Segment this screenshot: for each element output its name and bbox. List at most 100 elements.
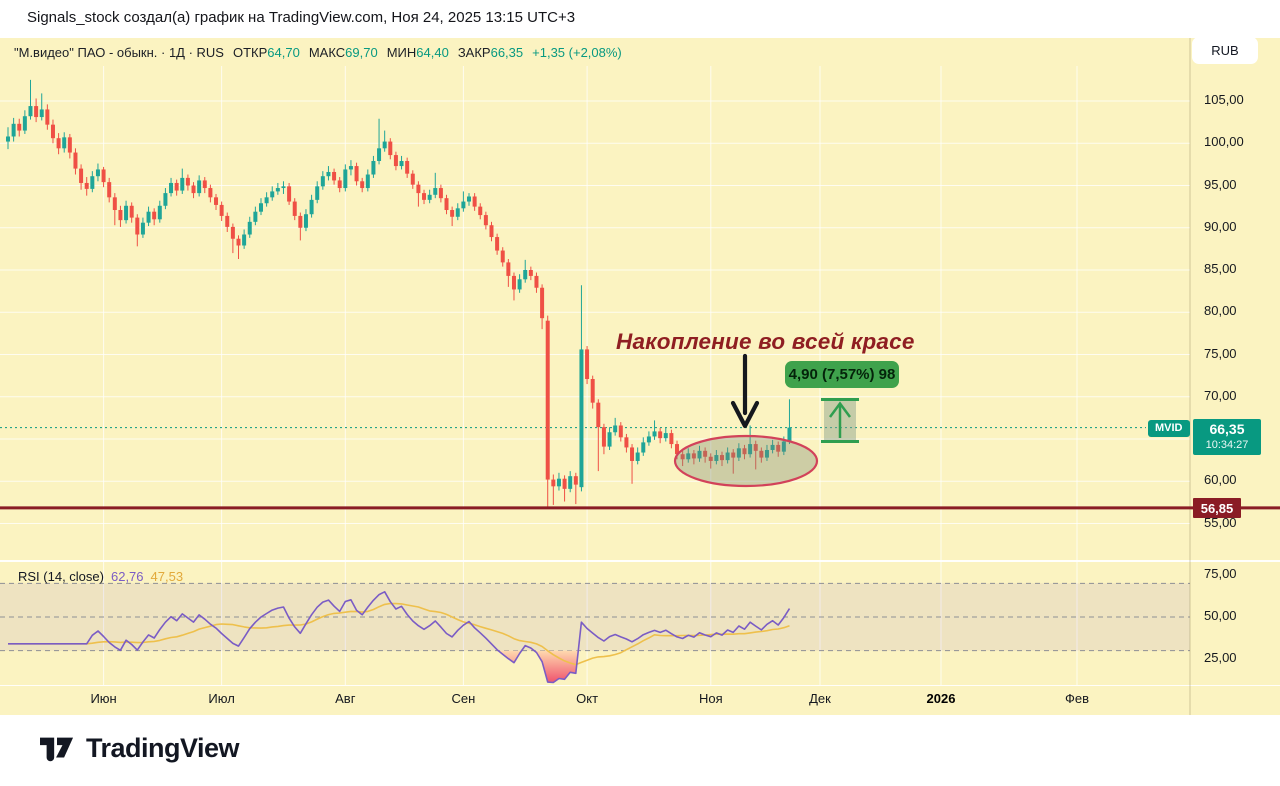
- candle-body: [450, 210, 455, 217]
- time-axis-label[interactable]: Ноя: [698, 691, 723, 706]
- accumulation-ellipse[interactable]: [673, 434, 819, 488]
- rsi-axis-label[interactable]: 50,00: [1204, 608, 1237, 623]
- candle-body: [298, 215, 303, 228]
- price-axis-label[interactable]: 75,00: [1204, 345, 1237, 361]
- time-axis-label[interactable]: Сен: [451, 691, 476, 706]
- candle-body: [242, 234, 247, 246]
- measure-tool-label[interactable]: 4,90 (7,57%) 98: [785, 361, 899, 388]
- candle-body: [354, 166, 359, 182]
- candle-body: [95, 169, 100, 177]
- price-axis-label[interactable]: 70,00: [1204, 387, 1237, 403]
- candle-body: [540, 287, 545, 319]
- price-axis-label[interactable]: 85,00: [1204, 261, 1237, 276]
- candle-body: [472, 196, 477, 207]
- candle-body: [146, 211, 151, 223]
- candle-body: [332, 171, 337, 181]
- annotation-text[interactable]: Накопление во всей красе: [616, 329, 915, 354]
- ohlc-close: ЗАКР66,35: [457, 45, 524, 60]
- candle-body: [253, 211, 258, 222]
- candle-body: [416, 184, 421, 194]
- candle-body: [326, 171, 331, 177]
- candle-body: [28, 106, 33, 117]
- candle-body: [489, 225, 494, 238]
- candle-body: [764, 449, 769, 458]
- candle-body: [691, 453, 696, 459]
- candle-body: [225, 215, 230, 227]
- time-axis-label[interactable]: Окт: [576, 691, 599, 706]
- candle-body: [635, 452, 640, 461]
- candle-body: [174, 182, 179, 191]
- candle-body: [776, 444, 781, 452]
- price-axis-label[interactable]: 60,00: [1204, 472, 1237, 488]
- candle-body: [748, 444, 753, 455]
- time-axis-label[interactable]: Авг: [335, 691, 356, 706]
- candle-body: [281, 186, 286, 189]
- price-axis-label[interactable]: 55,00: [1204, 514, 1237, 530]
- candle-body: [39, 109, 44, 118]
- price-axis-label[interactable]: 100,00: [1204, 134, 1244, 150]
- time-axis-label[interactable]: Июл: [208, 691, 235, 706]
- candle-body: [658, 431, 663, 439]
- candle-body: [714, 455, 719, 461]
- candle-body: [382, 141, 387, 149]
- ohlc-high: МАКС69,70: [308, 45, 378, 60]
- candle-body: [781, 441, 786, 452]
- price-axis-label[interactable]: 95,00: [1204, 176, 1237, 192]
- candle-body: [601, 427, 606, 447]
- candle-body: [337, 180, 342, 189]
- candle-body: [309, 199, 314, 215]
- candle-body: [753, 444, 758, 451]
- symbol-title[interactable]: "М.видео" ПАО - обыкн. · 1Д · RUS: [14, 45, 224, 60]
- rsi-indicator-legend[interactable]: RSI (14, close) 62,76 47,53: [18, 569, 183, 584]
- candle-body: [517, 279, 522, 290]
- candle-body: [22, 116, 27, 131]
- candle-body: [124, 205, 129, 221]
- tradingview-logo[interactable]: TradingView: [38, 731, 240, 765]
- candle-body: [506, 262, 511, 276]
- candle-body: [467, 196, 472, 202]
- candle-body: [202, 180, 207, 189]
- candle-body: [135, 217, 140, 235]
- chart-legend[interactable]: "М.видео" ПАО - обыкн. · 1Д · RUS ОТКР64…: [14, 45, 622, 60]
- candle-body: [697, 450, 702, 459]
- candle-body: [6, 136, 10, 142]
- candle-body: [596, 402, 601, 428]
- chart-background: [0, 38, 1280, 715]
- price-axis-label[interactable]: 105,00: [1204, 92, 1244, 107]
- price-axis-label[interactable]: 80,00: [1204, 303, 1237, 319]
- candle-body: [630, 447, 635, 461]
- candle-body: [675, 444, 680, 455]
- candle-body: [50, 124, 55, 139]
- time-axis-label[interactable]: Фев: [1064, 691, 1090, 706]
- candle-body: [169, 182, 174, 194]
- candle-body: [163, 193, 168, 206]
- time-axis-label[interactable]: 2026: [926, 691, 956, 706]
- time-axis-label[interactable]: Июн: [90, 691, 117, 706]
- candle-body: [579, 349, 584, 488]
- candle-body: [703, 450, 708, 457]
- measure-tool[interactable]: [821, 398, 859, 443]
- time-axis-label[interactable]: Дек: [809, 691, 831, 706]
- candle-body: [787, 427, 792, 442]
- rsi-oversold-fill: [534, 650, 579, 683]
- rsi-axis-label[interactable]: 75,00: [1204, 566, 1237, 581]
- candle-body: [360, 181, 365, 189]
- candle-body: [230, 226, 235, 239]
- candle-body: [444, 198, 449, 211]
- candle-body: [152, 211, 157, 220]
- candle-body: [79, 168, 84, 183]
- candle-body: [11, 123, 16, 137]
- candle-body: [264, 197, 269, 204]
- candle-body: [270, 191, 275, 198]
- candle-body: [101, 169, 106, 183]
- rsi-axis-label[interactable]: 25,00: [1204, 650, 1237, 665]
- candle-body: [545, 320, 550, 480]
- annotation-arrow[interactable]: [730, 353, 760, 429]
- price-axis-label[interactable]: 90,00: [1204, 218, 1237, 234]
- candle-body: [315, 186, 320, 200]
- change-value: +1,35 (+2,08%): [532, 45, 622, 60]
- currency-toggle-button[interactable]: RUB: [1192, 37, 1258, 64]
- candle-body: [568, 476, 573, 489]
- candle-body: [180, 177, 185, 191]
